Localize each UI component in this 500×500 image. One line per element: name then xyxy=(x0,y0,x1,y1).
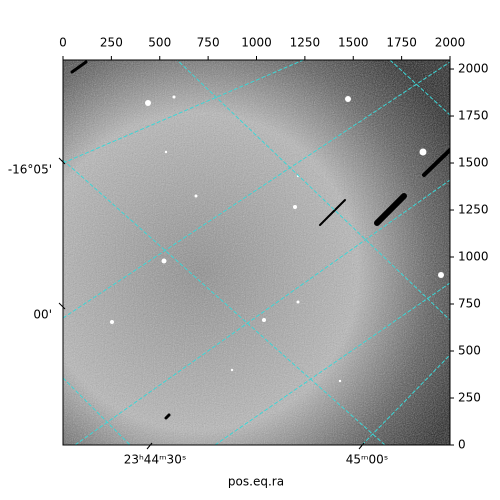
x-tick-label: 1250 xyxy=(290,36,321,50)
y-tick-label: 750 xyxy=(458,297,481,311)
y-tick-label: 2000 xyxy=(458,62,489,76)
dec-tick-label: 00' xyxy=(33,308,52,322)
x-tick-label: 1750 xyxy=(386,36,417,50)
x-tick-label: 500 xyxy=(148,36,171,50)
ra-tick-label: 45ᵐ00ˢ xyxy=(346,453,389,467)
dec-tick xyxy=(58,157,66,165)
y-tick-label: 1500 xyxy=(458,156,489,170)
ra-tick xyxy=(146,442,153,450)
y-tick-label: 1250 xyxy=(458,203,489,217)
x-tick-label: 250 xyxy=(100,36,123,50)
dec-tick xyxy=(58,302,66,310)
dec-tick-label: -16°05' xyxy=(8,163,52,177)
ra-tick-label: 23ʰ44ᵐ30ˢ xyxy=(124,453,187,467)
image xyxy=(63,60,450,445)
x-axis-label: pos.eq.ra xyxy=(228,475,284,489)
y-tick-label: 1750 xyxy=(458,109,489,123)
x-tick-label: 0 xyxy=(59,36,67,50)
ra-tick xyxy=(358,442,365,450)
x-tick-label: 750 xyxy=(197,36,220,50)
y-tick-label: 250 xyxy=(458,391,481,405)
y-tick-label: 500 xyxy=(458,344,481,358)
y-tick-label: 1000 xyxy=(458,250,489,264)
x-tick-label: 1500 xyxy=(338,36,369,50)
x-tick-label: 1000 xyxy=(241,36,272,50)
y-tick-label: 0 xyxy=(458,438,466,452)
x-tick-label: 2000 xyxy=(435,36,466,50)
